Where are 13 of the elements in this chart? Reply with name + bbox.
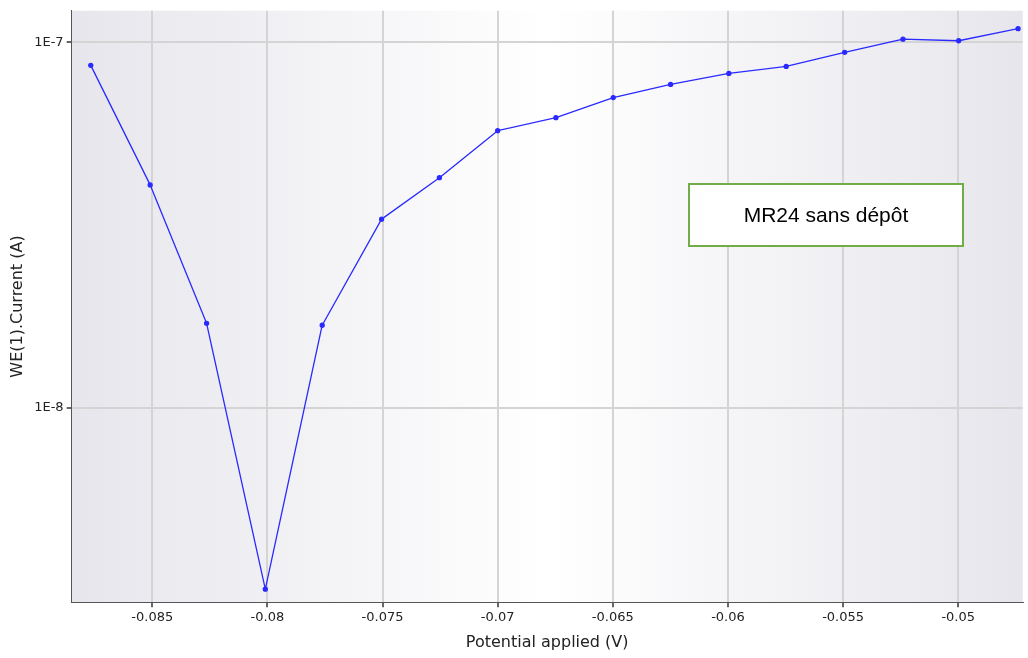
y-axis-title: WE(1).Current (A) xyxy=(6,235,26,378)
x-tick-label: -0.08 xyxy=(250,609,285,625)
x-tick-label: -0.075 xyxy=(361,609,404,625)
x-tick-label: -0.065 xyxy=(591,609,634,625)
x-tick-label: -0.05 xyxy=(941,609,976,625)
x-tick-label: -0.07 xyxy=(480,609,515,625)
y-tick-label: 1E-8 xyxy=(34,398,64,414)
x-axis-title: Potential applied (V) xyxy=(465,631,629,651)
x-tick-label: -0.06 xyxy=(711,609,745,625)
note-box: MR24 sans dépôt xyxy=(688,183,964,247)
y-tick-label: 1E-7 xyxy=(34,33,64,49)
x-tick-label: -0.085 xyxy=(131,609,174,625)
x-tick-label: -0.055 xyxy=(822,609,865,625)
